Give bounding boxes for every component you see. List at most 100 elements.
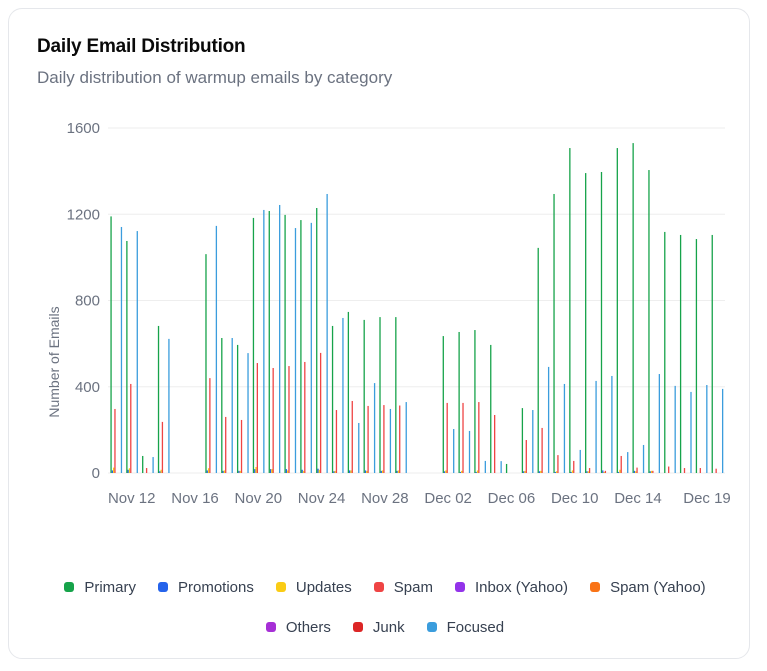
bar-spam-38[interactable] xyxy=(715,468,717,473)
bar-primary-13[interactable] xyxy=(316,207,318,473)
bar-updates-28[interactable] xyxy=(555,471,558,473)
bar-spam-23[interactable] xyxy=(478,402,480,473)
bar-promotions-12[interactable] xyxy=(301,469,303,473)
bar-spam-35[interactable] xyxy=(668,466,670,473)
bar-focused-0[interactable] xyxy=(120,226,123,473)
bar-promotions-30[interactable] xyxy=(586,471,588,473)
bar-primary-16[interactable] xyxy=(363,319,365,473)
bar-promotions-28[interactable] xyxy=(554,471,556,473)
bar-spam-0[interactable] xyxy=(114,408,116,473)
bar-focused-9[interactable] xyxy=(263,209,265,473)
bar-updates-6[interactable] xyxy=(207,468,210,473)
bar-spam-36[interactable] xyxy=(683,468,686,473)
bar-updates-14[interactable] xyxy=(334,470,336,473)
bar-spam-3[interactable] xyxy=(161,421,164,473)
bar-updates-11[interactable] xyxy=(287,470,289,473)
bar-primary-28[interactable] xyxy=(553,193,555,473)
bar-spam-13[interactable] xyxy=(319,352,322,473)
bar-promotions-14[interactable] xyxy=(333,471,335,473)
legend-item[interactable]: Junk xyxy=(352,616,405,638)
bar-promotions-22[interactable] xyxy=(459,471,462,473)
legend-item[interactable]: Spam xyxy=(373,576,433,598)
bar-primary-33[interactable] xyxy=(632,143,634,473)
bar-spam-8[interactable] xyxy=(240,419,243,473)
bar-primary-26[interactable] xyxy=(521,408,524,473)
bar-focused-3[interactable] xyxy=(168,338,170,473)
bar-updates-32[interactable] xyxy=(619,469,621,473)
bar-spam-12[interactable] xyxy=(304,361,306,473)
bar-promotions-6[interactable] xyxy=(206,470,208,473)
bar-promotions-3[interactable] xyxy=(159,471,161,473)
bar-focused-21[interactable] xyxy=(453,429,455,473)
bar-updates-23[interactable] xyxy=(476,470,479,473)
bar-spam-24[interactable] xyxy=(494,414,496,473)
bar-spam-15[interactable] xyxy=(351,400,353,473)
bar-updates-29[interactable] xyxy=(571,470,574,473)
bar-spam-32[interactable] xyxy=(620,455,622,473)
bar-primary-9[interactable] xyxy=(252,217,255,473)
bar-promotions-10[interactable] xyxy=(269,469,272,473)
bar-updates-15[interactable] xyxy=(350,470,352,473)
bar-focused-33[interactable] xyxy=(642,444,645,473)
legend-item[interactable]: Updates xyxy=(275,576,352,598)
bar-primary-24[interactable] xyxy=(490,344,492,473)
bar-focused-16[interactable] xyxy=(373,383,376,473)
bar-primary-38[interactable] xyxy=(711,234,713,473)
bar-spam-16[interactable] xyxy=(367,405,369,473)
bar-primary-11[interactable] xyxy=(284,214,286,473)
bar-focused-30[interactable] xyxy=(595,380,597,473)
bar-updates-12[interactable] xyxy=(302,470,305,473)
bar-focused-2[interactable] xyxy=(152,457,154,473)
bar-focused-10[interactable] xyxy=(279,204,281,473)
bar-primary-0[interactable] xyxy=(110,216,112,473)
bar-focused-1[interactable] xyxy=(136,231,138,473)
bar-updates-26[interactable] xyxy=(524,470,526,473)
bar-updates-9[interactable] xyxy=(255,466,257,473)
bar-promotions-0[interactable] xyxy=(111,470,114,473)
bar-primary-3[interactable] xyxy=(157,325,160,473)
bar-primary-10[interactable] xyxy=(268,211,270,473)
bar-primary-17[interactable] xyxy=(379,317,381,473)
bar-focused-32[interactable] xyxy=(627,452,629,473)
bar-promotions-15[interactable] xyxy=(349,470,351,473)
bar-spam-21[interactable] xyxy=(446,402,448,473)
bar-primary-7[interactable] xyxy=(221,338,223,473)
bar-spam-27[interactable] xyxy=(541,427,543,473)
bar-spam-17[interactable] xyxy=(383,405,385,473)
bar-promotions-18[interactable] xyxy=(396,470,398,473)
bar-spam-26[interactable] xyxy=(525,440,527,473)
bar-focused-28[interactable] xyxy=(563,383,566,473)
bar-spam-1[interactable] xyxy=(130,383,132,473)
bar-updates-1[interactable] xyxy=(128,468,131,473)
bar-primary-30[interactable] xyxy=(585,173,587,474)
bar-focused-23[interactable] xyxy=(484,460,486,473)
legend-item[interactable]: Promotions xyxy=(158,576,254,598)
bar-promotions-34[interactable] xyxy=(649,471,651,473)
bar-focused-6[interactable] xyxy=(215,225,218,473)
bar-promotions-7[interactable] xyxy=(222,470,224,473)
bar-focused-14[interactable] xyxy=(342,317,344,473)
bar-focused-27[interactable] xyxy=(547,366,550,473)
bar-updates-16[interactable] xyxy=(366,470,368,473)
bar-primary-25[interactable] xyxy=(505,463,508,473)
bar-updates-10[interactable] xyxy=(271,469,273,473)
bar-primary-27[interactable] xyxy=(537,247,539,473)
bar-promotions-27[interactable] xyxy=(538,471,541,473)
bar-promotions-32[interactable] xyxy=(617,471,620,473)
bar-focused-17[interactable] xyxy=(389,408,392,473)
bar-primary-1[interactable] xyxy=(126,240,128,473)
bar-primary-22[interactable] xyxy=(458,331,460,473)
bar-primary-8[interactable] xyxy=(236,344,239,473)
bar-spam-29[interactable] xyxy=(573,460,575,473)
bar-promotions-26[interactable] xyxy=(523,471,525,473)
bar-focused-31[interactable] xyxy=(611,375,613,473)
legend-item[interactable]: Others xyxy=(265,616,331,638)
bar-focused-22[interactable] xyxy=(468,430,471,473)
bar-updates-27[interactable] xyxy=(540,470,542,473)
bar-primary-36[interactable] xyxy=(679,234,682,473)
bar-spam-31[interactable] xyxy=(604,470,607,473)
bar-promotions-8[interactable] xyxy=(238,470,240,473)
bar-focused-26[interactable] xyxy=(532,410,534,473)
bar-spam-37[interactable] xyxy=(699,468,701,473)
bar-primary-29[interactable] xyxy=(569,148,571,473)
